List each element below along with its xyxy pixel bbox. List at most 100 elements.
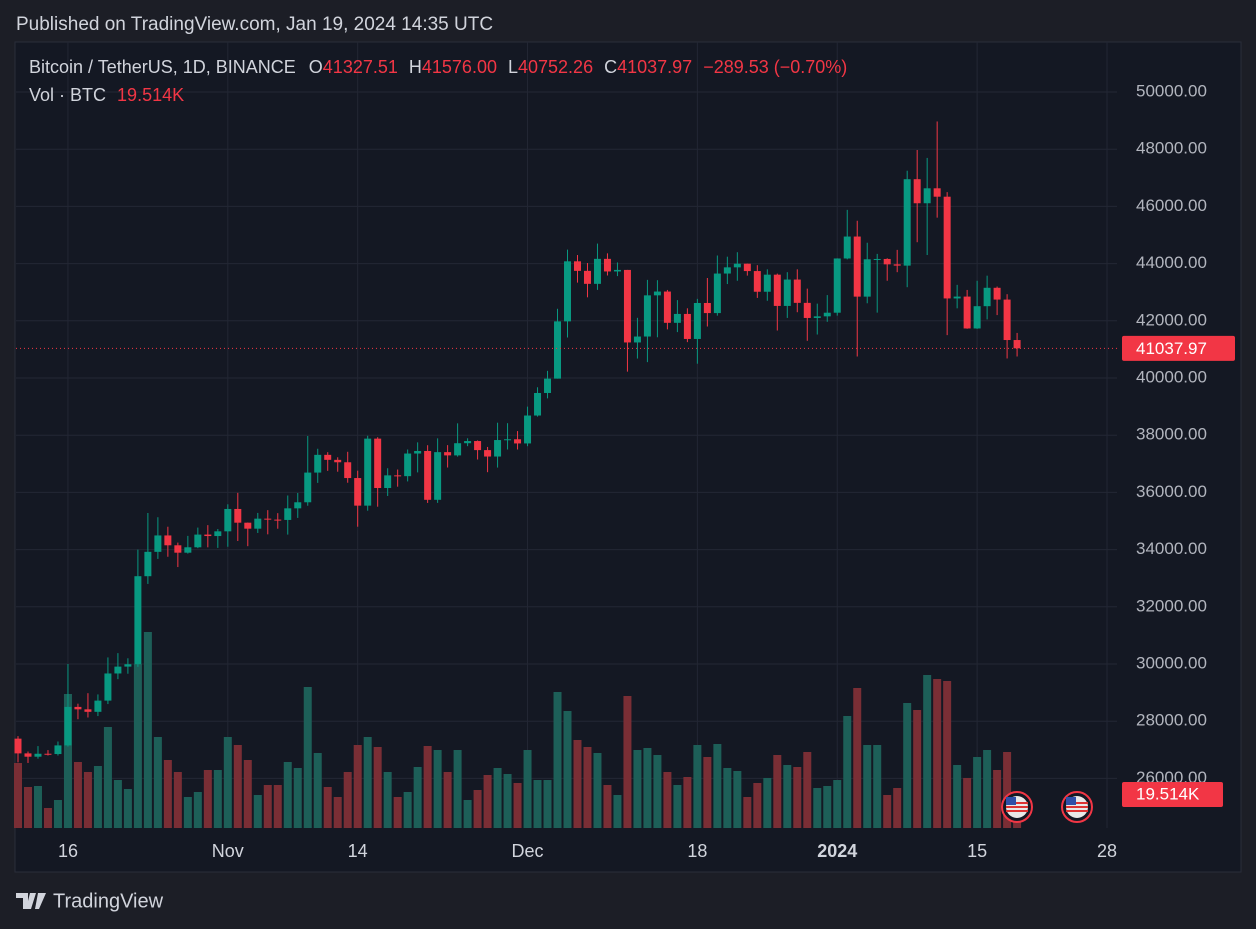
candle-body	[44, 753, 52, 755]
open-label: O	[309, 57, 323, 77]
candle-body	[474, 441, 482, 451]
high-value: 41576.00	[422, 57, 497, 77]
candle-body	[663, 291, 671, 323]
candle-body	[753, 271, 761, 292]
candle-body	[873, 258, 881, 260]
volume-bar	[973, 757, 982, 828]
symbol: Bitcoin / TetherUS, 1D, BINANCE	[29, 57, 296, 77]
candle-body	[234, 508, 242, 523]
volume-bar	[133, 664, 142, 828]
volume-bar	[473, 790, 482, 828]
candle-body	[583, 270, 591, 284]
candle-body	[564, 261, 571, 322]
volume-bar	[673, 785, 682, 828]
volume-bar	[103, 727, 112, 828]
y-tick-label: 40000.00	[1136, 367, 1207, 386]
low-value: 40752.26	[518, 57, 593, 77]
candle-body	[14, 738, 22, 754]
volume-bar	[113, 780, 122, 828]
volume-bar	[923, 675, 932, 828]
x-tick-label: Nov	[212, 841, 244, 861]
candle-body	[24, 753, 32, 757]
candle-body	[723, 267, 731, 274]
volume-bar	[813, 788, 822, 828]
candle-body	[294, 502, 302, 509]
candle-body	[803, 302, 811, 318]
volume-bar	[153, 737, 162, 828]
candle-body	[853, 236, 861, 297]
volume-bar	[903, 703, 912, 828]
candle-body	[633, 336, 641, 343]
candle-body	[214, 531, 222, 537]
y-tick-label: 32000.00	[1136, 596, 1207, 615]
volume-bar	[533, 780, 542, 828]
candle-body	[693, 302, 701, 339]
volume-bar	[523, 750, 532, 828]
volume-bar	[663, 772, 672, 828]
candle-body	[174, 545, 182, 553]
volume-bar	[833, 780, 842, 828]
volume-bar	[913, 710, 922, 828]
change-value: −289.53 (−0.70%)	[703, 57, 847, 77]
candle-body	[484, 450, 492, 457]
candle-body	[84, 709, 92, 712]
volume-legend: Vol · BTC 19.514K	[29, 85, 184, 105]
volume-bar	[313, 753, 322, 828]
candle-body	[953, 296, 961, 299]
volume-layer	[14, 632, 1022, 828]
x-tick-label: 15	[967, 841, 987, 861]
candle-body	[204, 534, 212, 537]
last-price-tag	[1122, 335, 1235, 361]
volume-value: 19.514K	[117, 85, 184, 105]
volume-bar	[883, 795, 892, 828]
volume-bar	[463, 800, 472, 828]
volume-bar	[263, 785, 272, 828]
published-note: Published on TradingView.com, Jan 19, 20…	[16, 14, 493, 35]
volume-bar	[543, 780, 552, 828]
event-flag[interactable]	[1061, 791, 1093, 823]
volume-bar	[343, 772, 352, 828]
volume-bar	[873, 745, 882, 828]
candle-body	[94, 700, 102, 712]
candle-body	[653, 291, 661, 296]
volume-bar	[563, 711, 572, 828]
candle-body	[524, 415, 532, 444]
candle-body	[244, 522, 252, 529]
volume-bar	[623, 696, 632, 828]
open-value: 41327.51	[323, 57, 398, 77]
candle-body	[324, 454, 332, 460]
candle-body	[194, 534, 202, 548]
y-tick-label: 46000.00	[1136, 196, 1207, 215]
volume-bar	[323, 787, 332, 828]
volume-bar	[863, 745, 872, 828]
volume-bar	[483, 775, 492, 828]
y-tick-label: 38000.00	[1136, 425, 1207, 444]
candle-body	[893, 264, 901, 266]
axis-layer: 26000.0028000.0030000.0032000.0034000.00…	[58, 81, 1235, 861]
volume-bar	[253, 795, 262, 828]
candle-body	[923, 188, 931, 204]
candle-body	[793, 279, 801, 303]
event-flag[interactable]	[1001, 791, 1033, 823]
volume-bar	[653, 755, 662, 828]
y-tick-label: 36000.00	[1136, 482, 1207, 501]
volume-bar	[713, 744, 722, 828]
volume-bar	[823, 786, 832, 828]
candle-body	[104, 673, 112, 701]
candle-body	[843, 236, 851, 259]
x-tick-label: 16	[58, 841, 78, 861]
volume-bar	[373, 747, 382, 828]
volume-bar	[243, 760, 252, 828]
candle-body	[733, 263, 741, 268]
volume-bar	[733, 771, 742, 828]
candle-body	[773, 274, 781, 306]
volume-bar	[783, 765, 792, 828]
candle-body	[304, 472, 312, 503]
volume-bar	[123, 789, 132, 828]
candle-body	[534, 392, 542, 416]
candle-body	[613, 269, 621, 272]
high-label: H	[409, 57, 422, 77]
candle-body	[593, 258, 601, 284]
x-tick-label: 14	[348, 841, 368, 861]
candle-body	[833, 258, 841, 313]
